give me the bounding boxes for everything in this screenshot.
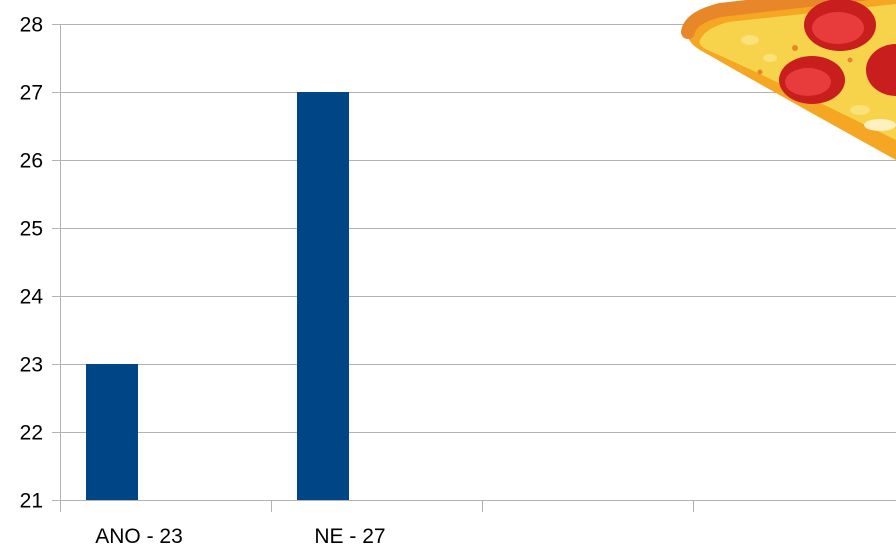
pizza-slice-icon: [681, 0, 896, 160]
y-tick-label: 24: [20, 286, 44, 309]
grid-lines: [60, 24, 896, 501]
x-tick-label: NE - 27: [314, 525, 385, 546]
y-tick-label: 26: [20, 150, 43, 173]
tick-labels: 21 22 23 24 25 26 27 28 ANO - 23 NE - 27: [20, 14, 386, 546]
bar: [86, 364, 138, 500]
y-tick-label: 22: [20, 422, 43, 445]
y-tick-label: 28: [20, 14, 43, 37]
bars: [86, 92, 349, 500]
y-tick-label: 25: [20, 218, 43, 241]
axes: [52, 24, 694, 512]
y-tick-label: 21: [20, 490, 43, 513]
x-tick-label: ANO - 23: [95, 525, 183, 546]
y-tick-label: 27: [20, 82, 43, 105]
y-tick-label: 23: [20, 354, 43, 377]
bar: [297, 92, 349, 500]
